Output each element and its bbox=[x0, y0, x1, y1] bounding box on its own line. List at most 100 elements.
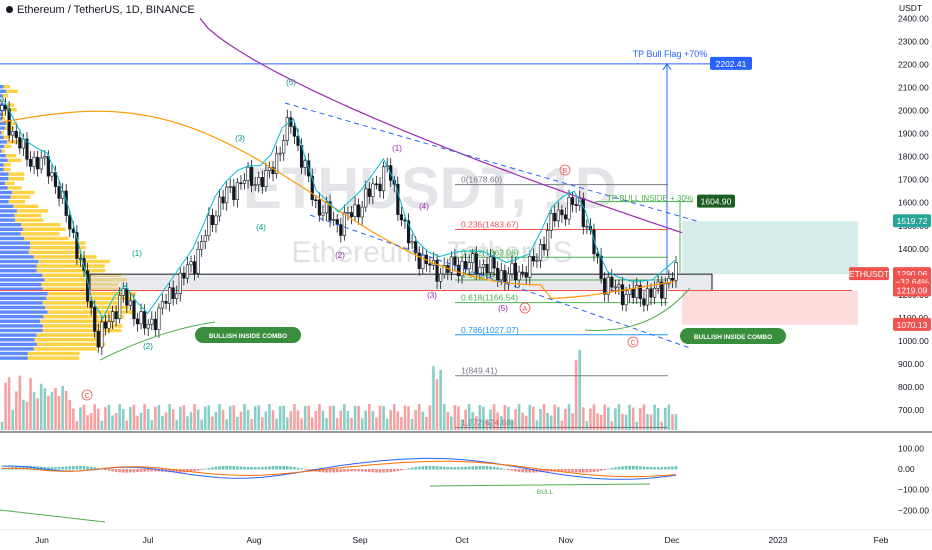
volume-bar bbox=[82, 404, 86, 430]
histogram-bar bbox=[517, 469, 521, 472]
candle-body bbox=[374, 183, 379, 186]
volume-bar bbox=[282, 405, 286, 430]
tp-bull-flag-label: TP Bull Flag +70% bbox=[633, 49, 708, 59]
volume-bar bbox=[442, 404, 446, 430]
time-axis-label: Dec bbox=[664, 535, 680, 545]
histogram-bar bbox=[542, 469, 546, 472]
volume-profile-bar bbox=[47, 292, 136, 296]
histogram-bar bbox=[68, 466, 72, 470]
volume-bar bbox=[0, 422, 4, 430]
volume-bar bbox=[193, 404, 196, 430]
ma-teal-line bbox=[1, 96, 676, 320]
candle-body bbox=[282, 140, 286, 154]
osc-axis-tick: 0.00 bbox=[898, 464, 915, 474]
volume-bar bbox=[246, 409, 250, 430]
candle-body bbox=[50, 172, 54, 177]
candle-body bbox=[481, 264, 486, 268]
volume-bar bbox=[318, 404, 321, 430]
histogram-bar bbox=[293, 467, 296, 470]
histogram-bar bbox=[232, 466, 236, 470]
volume-profile-bar bbox=[8, 172, 25, 176]
wave-label: (2) bbox=[335, 251, 345, 260]
candle-body bbox=[546, 230, 550, 251]
candle-body bbox=[250, 166, 254, 186]
volume-profile-bar bbox=[0, 227, 23, 231]
candle-body bbox=[285, 117, 289, 141]
candle-body bbox=[146, 323, 150, 329]
volume-profile-bar bbox=[0, 117, 2, 121]
histogram-bar bbox=[318, 469, 321, 473]
histogram-bar bbox=[614, 467, 617, 470]
candle-body bbox=[135, 318, 140, 325]
volume-bar bbox=[250, 418, 253, 430]
volume-bar bbox=[524, 415, 528, 430]
histogram-bar bbox=[392, 469, 396, 472]
volume-bar bbox=[396, 411, 400, 430]
candle-body bbox=[232, 186, 236, 200]
volume-profile-bar bbox=[0, 218, 16, 222]
volume-bar bbox=[528, 404, 532, 430]
volume-profile-bar bbox=[0, 98, 2, 103]
tp-inside-price-tag: 1604.90 bbox=[701, 197, 732, 207]
volume-profile-bar bbox=[0, 315, 44, 319]
candle-body bbox=[121, 288, 125, 296]
candle-body bbox=[207, 214, 211, 237]
histogram-bar bbox=[25, 465, 29, 470]
histogram-bar bbox=[471, 466, 475, 470]
volume-profile-bar bbox=[1, 149, 6, 153]
histogram-bar bbox=[107, 469, 111, 471]
volume-profile-bar bbox=[0, 190, 13, 195]
volume-bar bbox=[581, 407, 585, 430]
volume-bar bbox=[196, 409, 200, 430]
candle-body bbox=[260, 177, 264, 187]
candle-body bbox=[118, 294, 122, 320]
wave-marker-circle bbox=[559, 164, 571, 176]
volume-bar bbox=[614, 408, 617, 430]
price-axis-tick: 2300.00 bbox=[898, 36, 929, 46]
volume-profile-bar bbox=[8, 177, 25, 181]
candle-body bbox=[257, 177, 261, 186]
volume-profile-bar bbox=[0, 85, 4, 89]
histogram-bar bbox=[499, 467, 503, 470]
histogram-bar bbox=[596, 469, 599, 472]
time-axis-label: Sep bbox=[352, 535, 367, 545]
candle-body bbox=[346, 212, 350, 214]
volume-bar bbox=[146, 409, 150, 430]
candle-body bbox=[39, 157, 43, 170]
volume-profile-bar bbox=[0, 181, 6, 185]
volume-bar bbox=[571, 413, 574, 430]
candle-body bbox=[342, 212, 346, 236]
volume-bar bbox=[328, 405, 332, 430]
volume-bar bbox=[510, 420, 514, 430]
volume-bar bbox=[186, 416, 189, 430]
histogram-bar bbox=[253, 467, 257, 470]
wave-label: C bbox=[630, 340, 635, 347]
candle-body bbox=[585, 225, 589, 228]
fib-level-label: 0.618(1166.54) bbox=[461, 293, 518, 303]
candle-body bbox=[503, 270, 507, 283]
candle-body bbox=[235, 182, 239, 200]
volume-profile-bar bbox=[42, 328, 122, 333]
volume-bar bbox=[542, 404, 546, 430]
volume-bar bbox=[585, 421, 589, 430]
candle-body bbox=[467, 262, 471, 270]
tp-price-tag-bg bbox=[710, 56, 752, 70]
volume-bar bbox=[107, 404, 111, 430]
candle-body bbox=[182, 272, 186, 279]
volume-bar bbox=[343, 404, 346, 430]
volume-bar bbox=[567, 404, 571, 430]
candle-body bbox=[642, 298, 646, 306]
candle-body bbox=[613, 286, 617, 289]
histogram-bar bbox=[428, 465, 432, 470]
candle-body bbox=[667, 278, 671, 285]
volume-bar bbox=[617, 404, 621, 430]
volume-bar bbox=[521, 412, 524, 430]
volume-bar bbox=[325, 418, 328, 430]
histogram-bar bbox=[228, 465, 232, 470]
candle-body bbox=[296, 135, 300, 146]
histogram-bar bbox=[603, 469, 606, 470]
candle-body bbox=[274, 153, 279, 175]
volume-bar bbox=[221, 409, 225, 430]
volume-bar bbox=[93, 404, 97, 430]
